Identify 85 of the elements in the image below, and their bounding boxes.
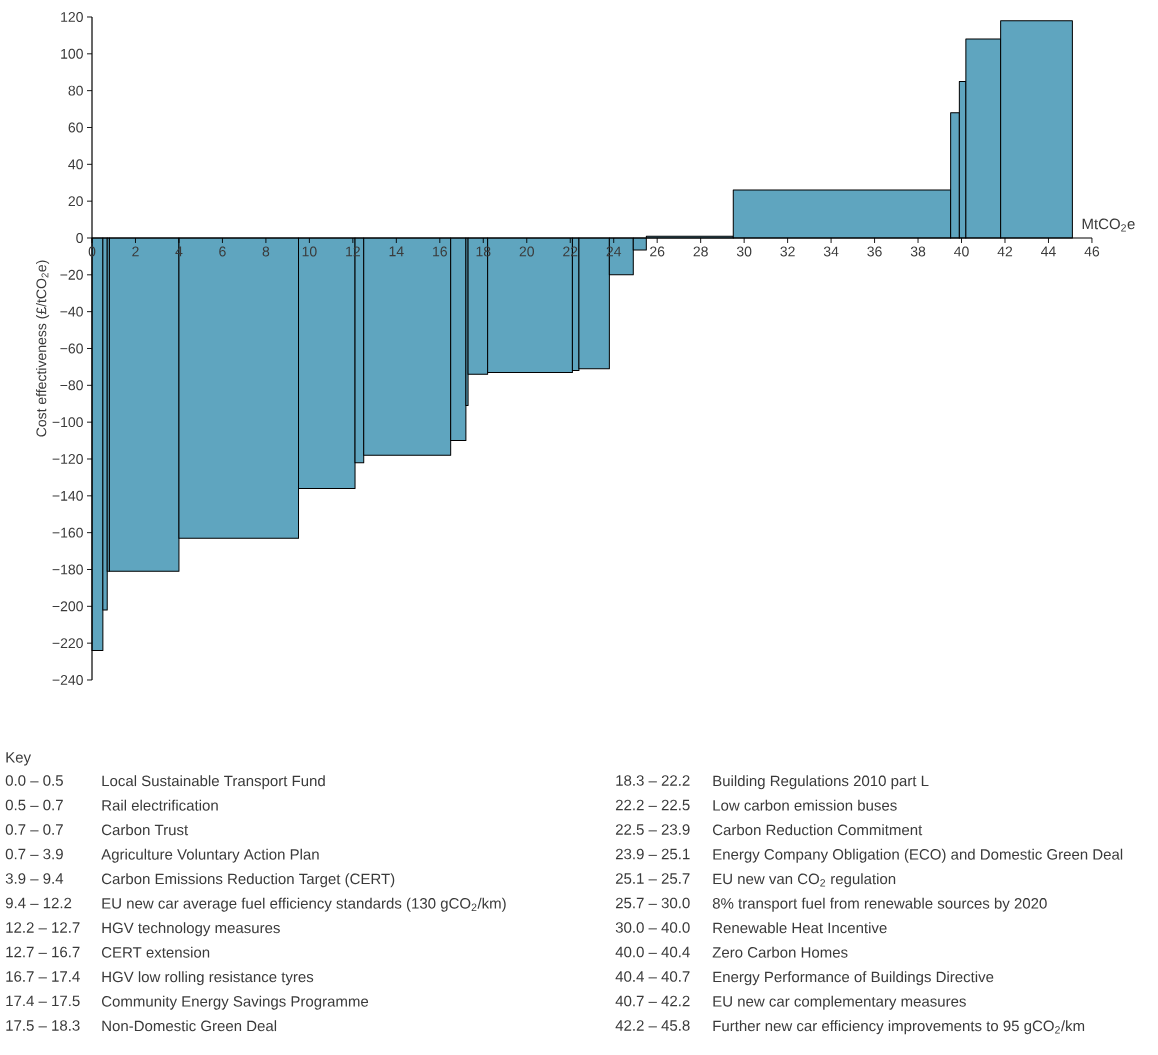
x-tick-label: 28 bbox=[693, 246, 708, 257]
text: 42.2 – 45.8 bbox=[615, 1020, 690, 1031]
text: EU new car average fuel efficiency standards (130 gCO$_{2}$/km) bbox=[102, 897, 506, 912]
x-tick-label: 6 bbox=[219, 246, 226, 257]
text: EU new van CO$_{2}$ regulation bbox=[713, 873, 896, 888]
y-tick-label: 100 bbox=[61, 48, 83, 59]
text: Rail electrification bbox=[102, 799, 218, 811]
text: 3.9 – 9.4 bbox=[5, 873, 64, 884]
y-tick-label: 120 bbox=[61, 12, 83, 22]
x-tick-label: 36 bbox=[867, 246, 882, 257]
text: Carbon Emissions Reduction Target (CERT) bbox=[101, 873, 395, 888]
text: 40.4 – 40.7 bbox=[615, 971, 690, 982]
text: 0.7 – 0.7 bbox=[5, 824, 63, 835]
y-tick-label: 80 bbox=[68, 85, 83, 96]
text: Renewable Heat Incentive bbox=[713, 922, 887, 934]
x-tick-label: 32 bbox=[780, 246, 795, 257]
y-tick-label: 60 bbox=[68, 122, 83, 133]
text: 23.9 – 25.1 bbox=[615, 848, 690, 860]
x-tick-label: 8 bbox=[262, 246, 270, 257]
y-tick-label: −100 bbox=[52, 417, 83, 428]
x-tick-label: 30 bbox=[736, 246, 752, 257]
text: 40.0 – 40.4 bbox=[615, 946, 690, 958]
text: EU new car complementary measures bbox=[713, 995, 966, 1010]
text: 17.4 – 17.5 bbox=[6, 995, 80, 1007]
text: Carbon Trust bbox=[101, 824, 189, 836]
text: Non-Domestic Green Deal bbox=[102, 1020, 277, 1032]
x-tick-label: 44 bbox=[1041, 246, 1056, 257]
text: 12.7 – 16.7 bbox=[6, 946, 80, 958]
text: 0.7 – 3.9 bbox=[5, 848, 63, 860]
y-tick-label: −240 bbox=[52, 675, 83, 685]
text: 16.7 – 17.4 bbox=[6, 971, 80, 982]
x-tick-label: 26 bbox=[650, 246, 665, 257]
y-tick-label: 0 bbox=[76, 233, 83, 243]
text: 12.2 – 12.7 bbox=[6, 922, 80, 933]
text: Energy Performance of Buildings Directive bbox=[713, 971, 994, 986]
y-tick-label: −220 bbox=[52, 638, 83, 649]
text: 0.0 – 0.5 bbox=[5, 775, 63, 786]
x-tick-label: 34 bbox=[823, 246, 839, 257]
text: Key bbox=[6, 752, 32, 766]
x-tick-label: 38 bbox=[910, 246, 926, 257]
x-tick-label: 20 bbox=[519, 246, 534, 257]
x-tick-label: 40 bbox=[954, 246, 969, 257]
y-tick-label: −40 bbox=[60, 306, 83, 317]
text: Zero Carbon Homes bbox=[712, 946, 848, 958]
text: 9.4 – 12.2 bbox=[5, 897, 72, 909]
text: Community Energy Savings Programme bbox=[101, 995, 369, 1010]
text: 30.0 – 40.0 bbox=[615, 922, 690, 933]
text: Carbon Reduction Commitment bbox=[712, 824, 923, 836]
x-tick-label: 42 bbox=[997, 246, 1013, 257]
text: HGV low rolling resistance tyres bbox=[102, 971, 314, 986]
text: 18.3 – 22.2 bbox=[616, 775, 690, 786]
x-tick-label: 2 bbox=[132, 246, 139, 257]
text: CERT extension bbox=[101, 946, 210, 958]
y-tick-label: 20 bbox=[68, 196, 83, 207]
text: 25.7 – 30.0 bbox=[615, 897, 690, 909]
y-tick-label: −160 bbox=[52, 527, 83, 538]
x-tick-label: 14 bbox=[389, 246, 404, 257]
x-tick-label: 46 bbox=[1084, 246, 1100, 257]
y-axis-title: Cost effectiveness (£/tCO$_{2}$e) bbox=[36, 260, 50, 437]
x-axis-title: MtCO$_{2}$e bbox=[1082, 218, 1135, 232]
y-tick-label: −180 bbox=[52, 564, 83, 575]
y-tick-label: −120 bbox=[52, 454, 83, 464]
text: Low carbon emission buses bbox=[713, 799, 897, 811]
y-tick-label: −80 bbox=[60, 380, 83, 391]
text: Energy Company Obligation (ECO) and Domestic Green Deal bbox=[713, 848, 1123, 863]
y-tick-label: −60 bbox=[60, 343, 83, 354]
text: 17.5 – 18.3 bbox=[6, 1020, 80, 1031]
x-tick-label: 0 bbox=[88, 246, 96, 257]
text: 22.5 – 23.9 bbox=[615, 824, 690, 835]
y-tick-label: −200 bbox=[52, 601, 83, 612]
text: 0.5 – 0.7 bbox=[5, 799, 63, 811]
text: HGV technology measures bbox=[102, 922, 280, 937]
text: 25.1 – 25.7 bbox=[615, 873, 690, 884]
x-tick-label: 16 bbox=[433, 246, 447, 257]
text: 8% transport fuel from renewable sources by 2020 bbox=[712, 897, 1047, 912]
text: Local Sustainable Transport Fund bbox=[102, 775, 325, 790]
y-tick-label: 40 bbox=[68, 159, 83, 170]
text: 22.2 – 22.5 bbox=[615, 799, 690, 811]
y-tick-label: −20 bbox=[60, 269, 83, 280]
text: Further new car efficiency improvements to 95 gCO$_{2}$/km bbox=[713, 1020, 1085, 1035]
text: Building Regulations 2010 part L bbox=[713, 775, 929, 790]
x-tick-label: 10 bbox=[302, 246, 317, 257]
text: 40.7 – 42.2 bbox=[615, 995, 690, 1007]
y-tick-label: −140 bbox=[52, 490, 83, 501]
text: Agriculture Voluntary Action Plan bbox=[101, 848, 319, 863]
